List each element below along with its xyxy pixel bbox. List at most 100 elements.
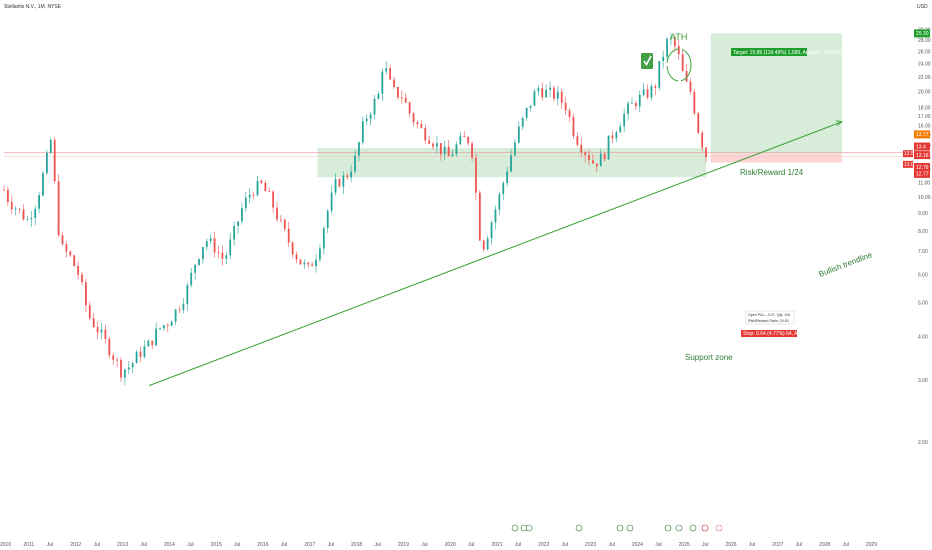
- candle-body: [65, 244, 68, 252]
- candle-body: [689, 81, 692, 92]
- candle-body: [475, 157, 477, 193]
- candle-body: [38, 195, 41, 209]
- candle-body: [7, 189, 9, 203]
- candle-body: [369, 114, 372, 119]
- candle-body: [545, 89, 548, 98]
- x-tick-label: 2012: [70, 542, 81, 548]
- event-marker-icon: [715, 524, 723, 532]
- y-tick-label: 18.00: [918, 105, 931, 111]
- candle-body: [358, 142, 360, 156]
- y-axis: 2.00 3.00 4.00 5.00 6.00 7.00 8.00 9.00 10.00 11.…: [903, 28, 931, 446]
- candle-body: [553, 87, 555, 99]
- candle-body: [311, 264, 314, 267]
- candle-body: [237, 221, 239, 227]
- candle-body: [272, 191, 275, 208]
- candle-body: [221, 252, 224, 259]
- candle-body: [377, 93, 380, 99]
- candle-body: [260, 180, 263, 183]
- candle-body: [280, 219, 282, 221]
- x-tick-label: 2017: [304, 542, 315, 548]
- candle-body: [389, 68, 392, 80]
- y-tick-label: 26.00: [918, 49, 931, 55]
- checkmark-badge: [641, 53, 653, 69]
- candle-body: [178, 309, 181, 311]
- candle-body: [182, 303, 185, 310]
- candle-body: [619, 126, 622, 133]
- candle-body: [108, 338, 111, 356]
- candle-body: [194, 264, 197, 273]
- candle-body: [541, 88, 544, 98]
- candle-body: [112, 355, 115, 360]
- event-marker-icon: [575, 524, 583, 532]
- candle-body: [303, 262, 306, 265]
- candle-body: [603, 153, 606, 160]
- y-tick-label: 6.00: [918, 273, 928, 279]
- candle-body: [42, 173, 44, 196]
- last-price-label-bg: [914, 130, 930, 139]
- candle-body: [233, 226, 236, 240]
- candle-body: [131, 363, 134, 368]
- candle-body: [393, 79, 395, 87]
- x-tick-label: Jul: [515, 542, 521, 548]
- candle-body: [299, 259, 302, 265]
- candle-body: [291, 242, 294, 255]
- candle-body: [615, 132, 618, 139]
- candle-body: [486, 238, 489, 250]
- candle-body: [190, 272, 193, 286]
- candle-body: [124, 369, 126, 378]
- candle-body: [482, 240, 485, 250]
- candle-body: [354, 155, 356, 172]
- candle-body: [432, 143, 434, 147]
- current-price-label-bg: [914, 142, 930, 151]
- candle-body: [14, 208, 17, 210]
- candle-body: [159, 328, 161, 329]
- bullish-trendline: [148, 121, 842, 387]
- x-tick-label: Jul: [140, 542, 146, 548]
- candle-body: [135, 351, 138, 364]
- x-tick-label: 2020: [445, 542, 456, 548]
- x-tick-label: 2018: [351, 542, 362, 548]
- candle-body: [10, 202, 13, 210]
- x-tick-label: Jul: [281, 542, 287, 548]
- x-tick-label: Jul: [47, 542, 53, 548]
- x-tick-label: 2013: [117, 542, 128, 548]
- candle-body: [120, 359, 122, 378]
- candle-body: [467, 137, 470, 144]
- candle-body: [564, 102, 567, 111]
- candle-body: [96, 327, 99, 333]
- stop-price-label: 12.76: [916, 165, 929, 171]
- candle-body: [662, 56, 665, 61]
- y-tick-label: 4.00: [918, 334, 928, 340]
- candle-body: [502, 183, 505, 195]
- candle-body: [685, 71, 688, 82]
- x-tick-label: Jul: [796, 542, 802, 548]
- x-tick-label: 2027: [772, 542, 783, 548]
- y-tick-label: 24.00: [918, 62, 931, 68]
- candle-body: [276, 207, 278, 220]
- candle-body: [514, 142, 516, 156]
- stop2-price-label-bg: [914, 169, 930, 178]
- candle-body: [506, 171, 509, 184]
- candle-body: [693, 91, 696, 114]
- stop-zone: [710, 153, 842, 163]
- candle-body: [463, 136, 466, 138]
- candle-body: [57, 181, 60, 236]
- candle-body: [611, 135, 614, 139]
- candle-body: [705, 147, 707, 158]
- y-tick-label: 2.00: [918, 440, 928, 446]
- candle-body: [342, 175, 345, 187]
- y-tick-label: 9.00: [918, 211, 928, 217]
- candle-body: [408, 102, 411, 114]
- candle-body: [439, 143, 442, 155]
- trendline-label: Bullish trendline: [817, 250, 873, 279]
- y-tick-label: 8.00: [918, 229, 928, 235]
- ath-circle: [666, 48, 692, 82]
- target-price-label-bg: [914, 29, 930, 38]
- x-tick-label: 2010: [0, 542, 11, 548]
- candle-body: [69, 251, 72, 256]
- x-tick-label: Jul: [94, 542, 100, 548]
- y-tick-label: 7.00: [918, 249, 928, 255]
- candle-body: [61, 235, 64, 245]
- candle-body: [350, 171, 353, 178]
